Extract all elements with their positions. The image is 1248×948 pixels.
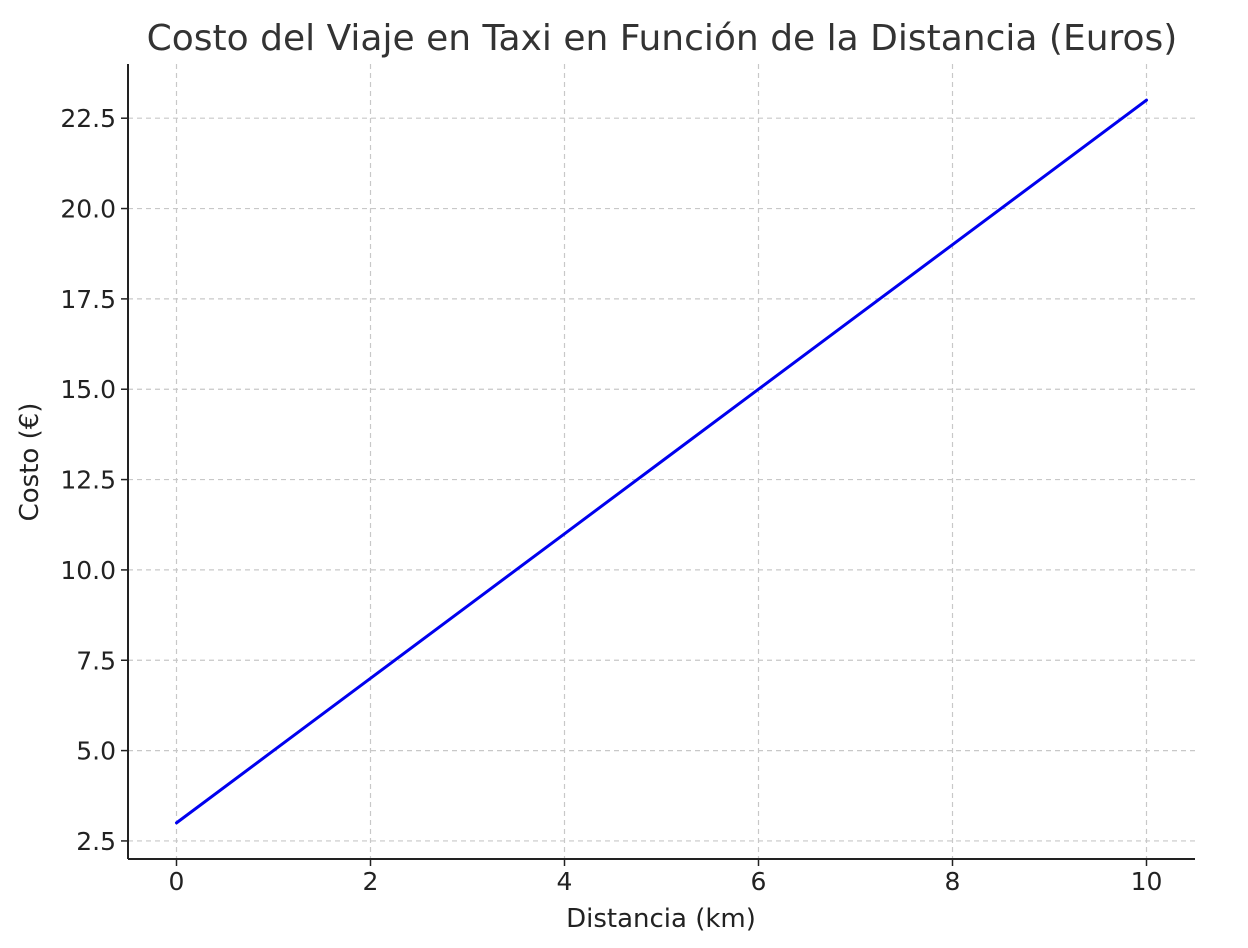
x-axis-label: Distancia (km): [566, 904, 756, 934]
y-tick-label: 15.0: [60, 375, 116, 404]
x-tick-label: 4: [557, 867, 573, 896]
x-ticks: 0 2 4 6 8 10: [169, 859, 1163, 896]
y-ticks: 2.5 5.0 7.5 10.0 12.5 15.0 17.5 20.0 22.5: [60, 104, 128, 856]
y-tick-label: 10.0: [60, 556, 116, 585]
y-tick-label: 17.5: [60, 285, 116, 314]
y-axis-label: Costo (€): [15, 403, 45, 522]
x-tick-label: 10: [1131, 867, 1163, 896]
y-tick-label: 2.5: [76, 827, 116, 856]
y-tick-label: 20.0: [60, 195, 116, 224]
grid-lines: [128, 64, 1195, 859]
x-tick-label: 2: [363, 867, 379, 896]
x-tick-label: 6: [751, 867, 767, 896]
chart-title: Costo del Viaje en Taxi en Función de la…: [147, 18, 1178, 59]
y-tick-label: 5.0: [76, 737, 116, 766]
x-tick-label: 0: [169, 867, 185, 896]
axes: [127, 64, 1195, 860]
y-tick-label: 22.5: [60, 104, 116, 133]
y-tick-label: 7.5: [76, 646, 116, 675]
series-line: [175, 98, 1148, 825]
x-tick-label: 8: [945, 867, 961, 896]
plot-series: [175, 98, 1148, 825]
y-tick-label: 12.5: [60, 466, 116, 495]
